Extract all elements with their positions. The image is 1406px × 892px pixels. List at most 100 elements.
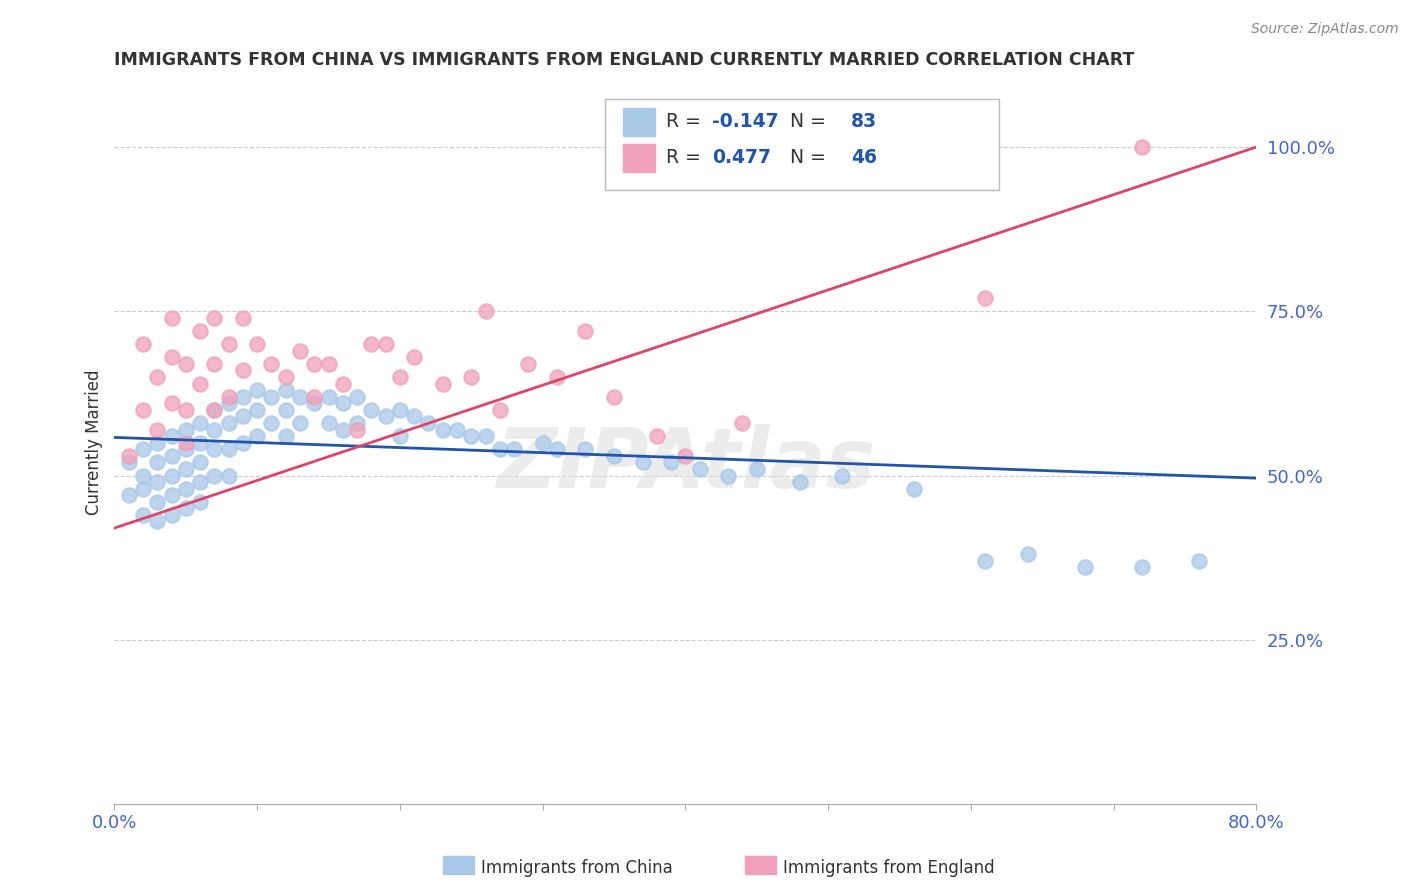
Point xyxy=(831,468,853,483)
Point xyxy=(388,402,411,417)
Point xyxy=(474,304,496,318)
Point xyxy=(174,435,197,450)
Point xyxy=(188,376,211,391)
Point xyxy=(603,449,626,463)
Point xyxy=(160,449,183,463)
Point xyxy=(731,416,754,430)
Text: Source: ZipAtlas.com: Source: ZipAtlas.com xyxy=(1251,22,1399,37)
Point xyxy=(531,435,554,450)
Text: N =: N = xyxy=(778,148,832,168)
Point xyxy=(202,402,225,417)
Point xyxy=(160,508,183,522)
Point xyxy=(432,376,454,391)
Point xyxy=(274,383,297,397)
Point xyxy=(260,416,283,430)
Point xyxy=(202,357,225,371)
Point xyxy=(446,423,468,437)
Text: N =: N = xyxy=(778,112,832,131)
Point xyxy=(118,449,141,463)
Point xyxy=(260,390,283,404)
Point xyxy=(546,370,568,384)
Point xyxy=(146,475,169,489)
Point xyxy=(388,370,411,384)
Point xyxy=(645,429,668,443)
Point xyxy=(232,363,254,377)
Point xyxy=(274,370,297,384)
Point xyxy=(260,357,283,371)
Point xyxy=(274,402,297,417)
Point xyxy=(118,455,141,469)
Point xyxy=(146,423,169,437)
Point xyxy=(546,442,568,457)
Point xyxy=(174,462,197,476)
Point xyxy=(174,357,197,371)
Point xyxy=(160,396,183,410)
Point xyxy=(218,416,240,430)
Point xyxy=(246,337,269,351)
Text: IMMIGRANTS FROM CHINA VS IMMIGRANTS FROM ENGLAND CURRENTLY MARRIED CORRELATION C: IMMIGRANTS FROM CHINA VS IMMIGRANTS FROM… xyxy=(114,51,1135,69)
Point xyxy=(232,409,254,424)
Text: R =: R = xyxy=(666,112,707,131)
Point xyxy=(418,416,440,430)
Point xyxy=(132,508,155,522)
Point xyxy=(288,343,311,358)
Text: R =: R = xyxy=(666,148,707,168)
Point xyxy=(174,482,197,496)
Text: ZIPAtlas: ZIPAtlas xyxy=(496,424,875,505)
Point xyxy=(460,370,482,384)
Y-axis label: Currently Married: Currently Married xyxy=(86,370,103,516)
Point xyxy=(146,455,169,469)
Text: Immigrants from China: Immigrants from China xyxy=(481,859,672,877)
FancyBboxPatch shape xyxy=(623,145,655,171)
Point xyxy=(603,390,626,404)
Point xyxy=(146,495,169,509)
Point xyxy=(574,442,596,457)
Point xyxy=(218,442,240,457)
Point xyxy=(404,409,426,424)
Point xyxy=(360,337,382,351)
Point xyxy=(474,429,496,443)
Text: Immigrants from England: Immigrants from England xyxy=(783,859,995,877)
Point xyxy=(974,291,997,305)
Point xyxy=(160,429,183,443)
Point xyxy=(160,310,183,325)
Point xyxy=(460,429,482,443)
FancyBboxPatch shape xyxy=(623,108,655,136)
Point xyxy=(174,442,197,457)
Text: 46: 46 xyxy=(851,148,877,168)
Point xyxy=(503,442,526,457)
Point xyxy=(188,324,211,338)
Point xyxy=(188,475,211,489)
Point xyxy=(160,488,183,502)
Point xyxy=(202,442,225,457)
Point xyxy=(488,402,510,417)
Point xyxy=(174,501,197,516)
Point xyxy=(1130,560,1153,574)
Text: 83: 83 xyxy=(851,112,877,131)
Point xyxy=(274,429,297,443)
Point xyxy=(146,435,169,450)
FancyBboxPatch shape xyxy=(606,99,1000,190)
Point xyxy=(1074,560,1097,574)
Text: 0.477: 0.477 xyxy=(711,148,770,168)
Point xyxy=(318,357,340,371)
Point xyxy=(689,462,711,476)
Point xyxy=(304,390,326,404)
Point xyxy=(132,402,155,417)
Point xyxy=(246,402,269,417)
Point xyxy=(188,495,211,509)
Point xyxy=(659,455,682,469)
Point xyxy=(745,462,768,476)
Point xyxy=(188,455,211,469)
Point xyxy=(432,423,454,437)
Point xyxy=(288,390,311,404)
Point xyxy=(218,396,240,410)
Point xyxy=(174,402,197,417)
Point xyxy=(288,416,311,430)
Point xyxy=(232,310,254,325)
Point xyxy=(304,357,326,371)
Point xyxy=(132,482,155,496)
Point xyxy=(188,435,211,450)
Point xyxy=(146,515,169,529)
Point xyxy=(388,429,411,443)
